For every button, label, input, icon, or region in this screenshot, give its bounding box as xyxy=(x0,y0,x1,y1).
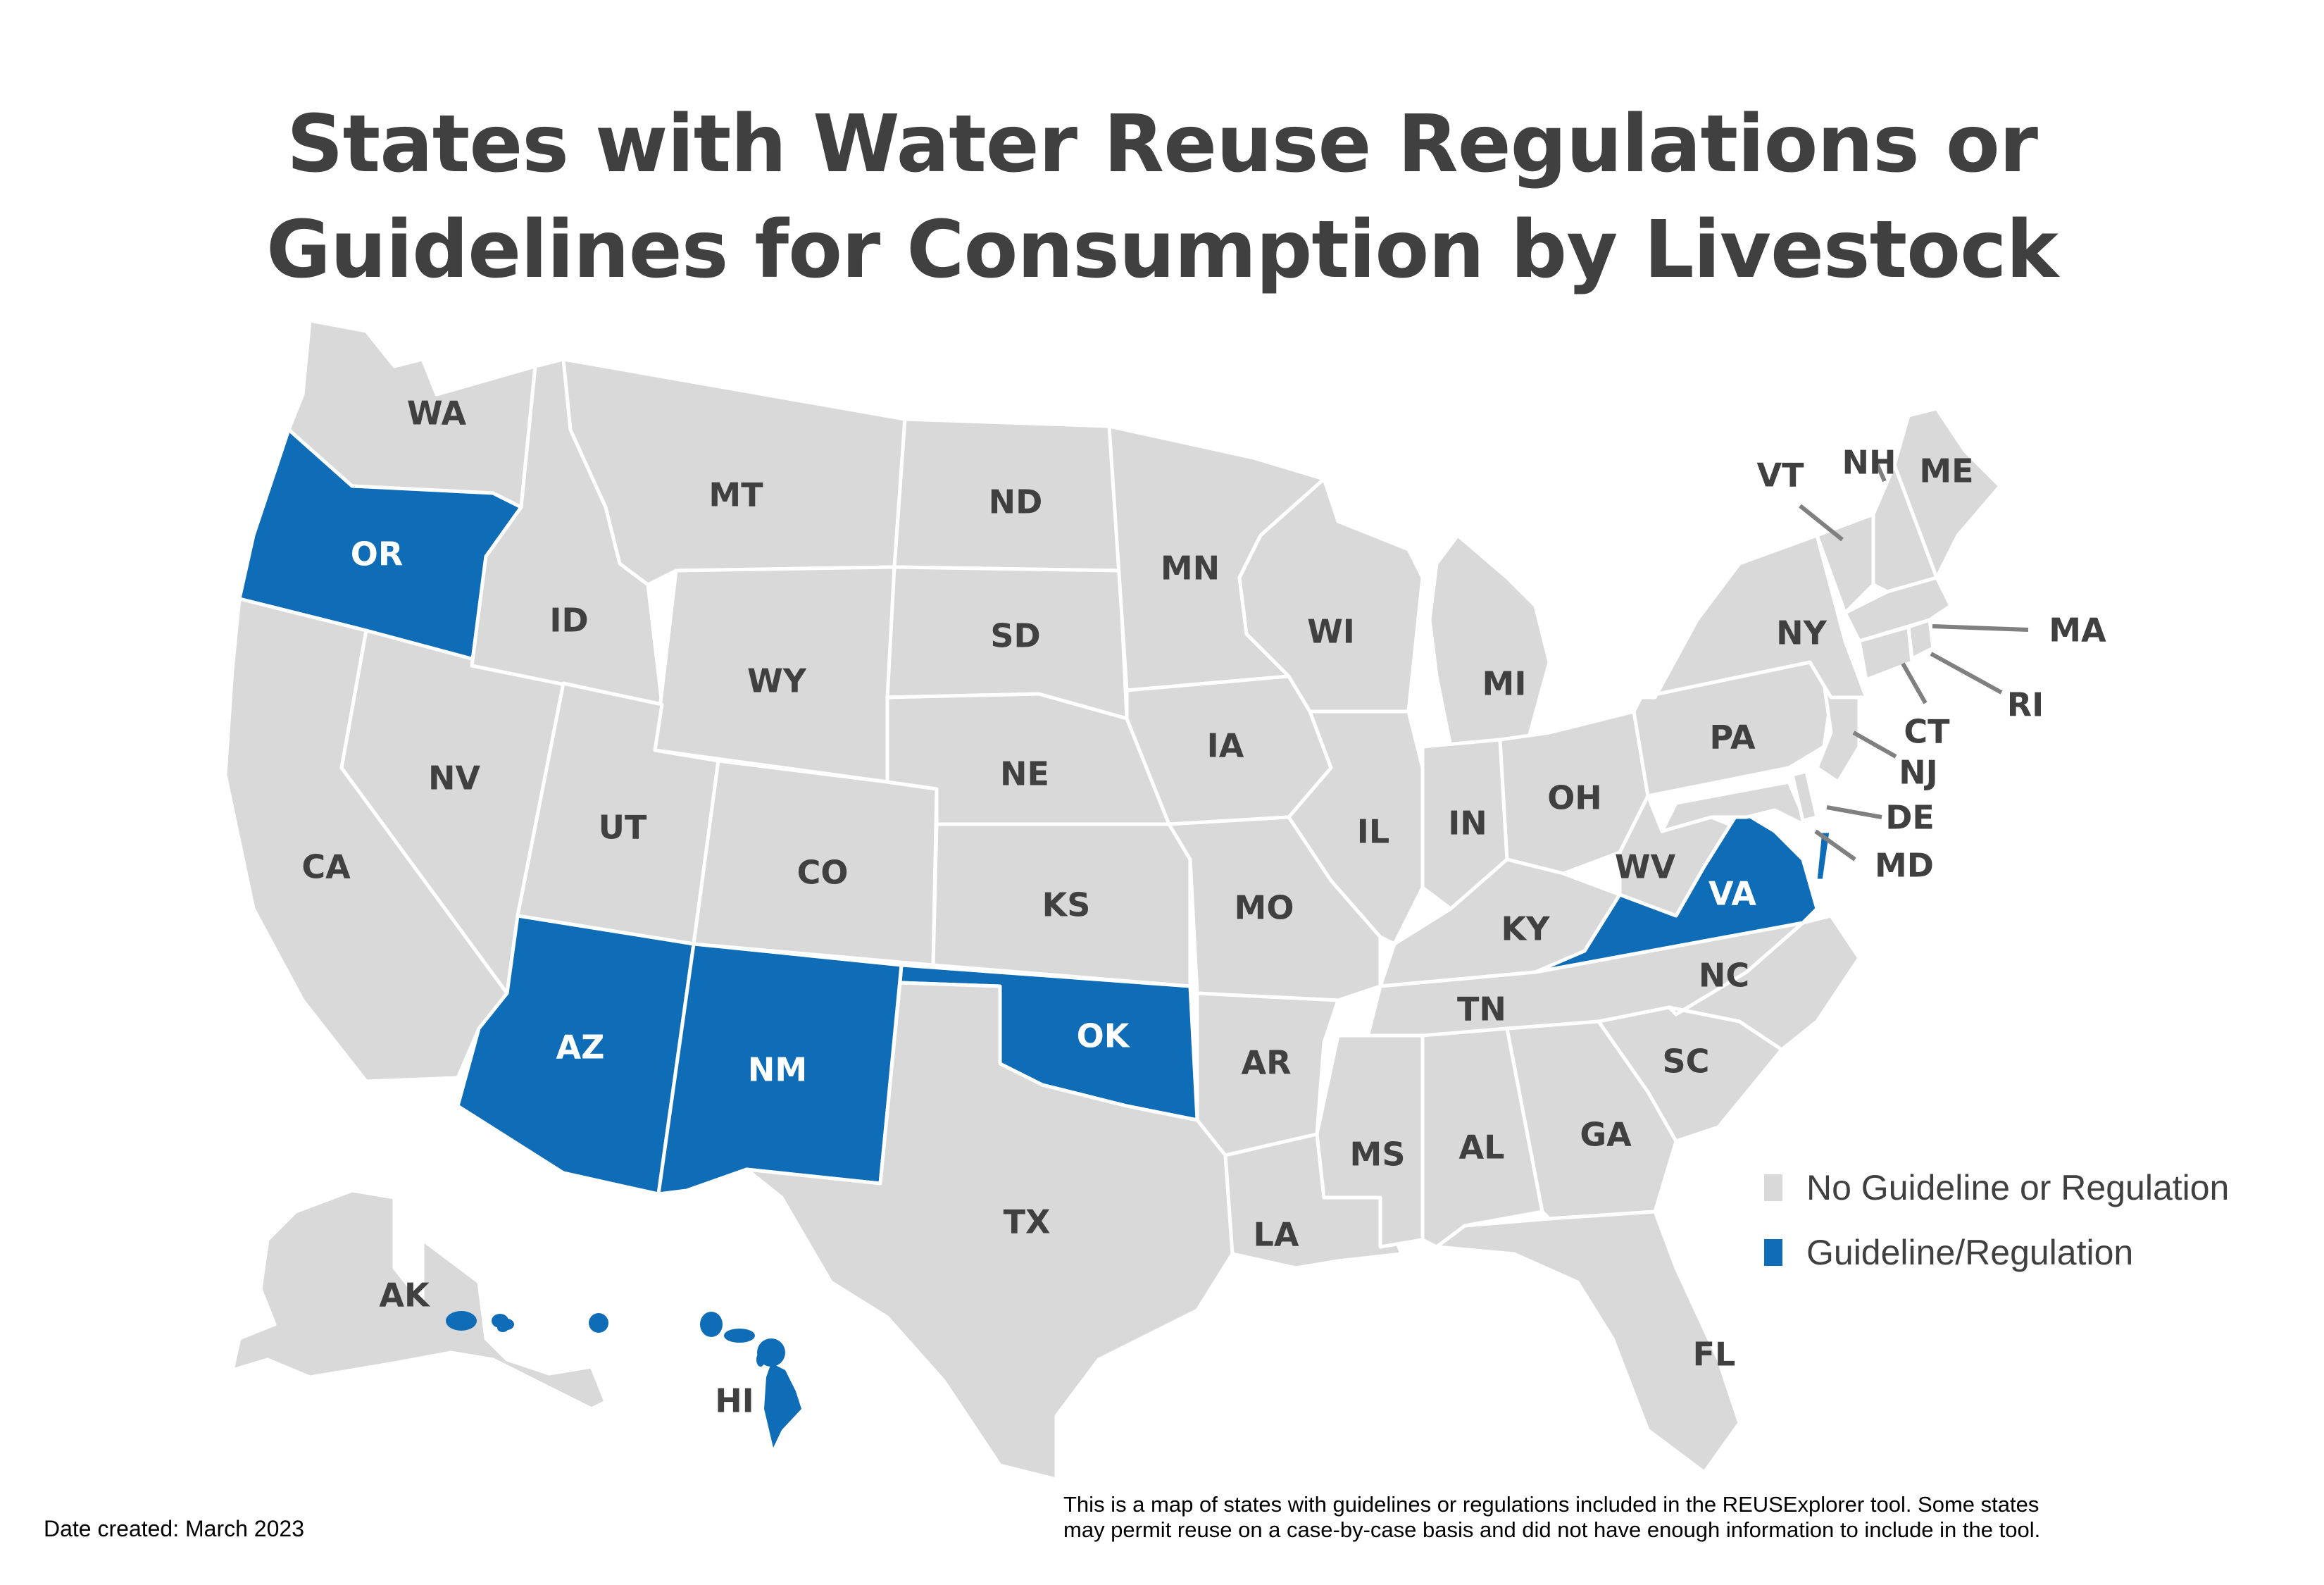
disclaimer: This is a map of states with guidelines … xyxy=(1063,1492,2303,1543)
label-MS: MS xyxy=(1350,1136,1406,1174)
state-HI[interactable] xyxy=(446,1311,801,1448)
label-NH: NH xyxy=(1842,444,1897,482)
leader-MD xyxy=(1814,829,1856,862)
label-AZ: AZ xyxy=(556,1028,605,1067)
label-ME: ME xyxy=(1919,452,1973,490)
leader-RI xyxy=(1930,652,2003,695)
label-AL: AL xyxy=(1459,1129,1505,1167)
state-CT[interactable] xyxy=(1857,625,1914,682)
state-ME[interactable] xyxy=(1892,406,2002,580)
leader-NJ xyxy=(1852,731,1897,759)
leader-VT xyxy=(1799,504,1844,542)
leader-NH xyxy=(1874,461,1887,483)
label-CT: CT xyxy=(1904,713,1950,751)
label-MI: MI xyxy=(1482,665,1527,703)
label-WA: WA xyxy=(407,394,467,433)
label-MT: MT xyxy=(708,476,763,514)
label-OK: OK xyxy=(1077,1017,1131,1055)
label-TX: TX xyxy=(1004,1203,1051,1241)
legend-item-no-guideline: No Guideline or Regulation xyxy=(1764,1155,2229,1220)
label-NM: NM xyxy=(748,1051,807,1089)
label-NV: NV xyxy=(428,759,480,797)
date-created: Date created: March 2023 xyxy=(44,1516,304,1541)
label-UT: UT xyxy=(599,809,647,847)
state-labels: WA OR CA NV ID MT WY UT AZ CO NM ND SD N… xyxy=(301,394,2106,1420)
label-AK: AK xyxy=(379,1276,431,1314)
state-KS[interactable] xyxy=(931,822,1192,988)
label-FL: FL xyxy=(1693,1336,1736,1374)
label-WY: WY xyxy=(747,662,807,700)
state-VA-eastern-shore[interactable] xyxy=(1813,829,1833,883)
label-IN: IN xyxy=(1448,804,1487,843)
title-line-1: States with Water Reuse Regulations or xyxy=(287,99,2038,190)
label-NY: NY xyxy=(1776,614,1827,652)
label-KY: KY xyxy=(1501,910,1551,948)
leader-DE xyxy=(1826,805,1882,819)
label-CA: CA xyxy=(301,848,351,886)
label-RI: RI xyxy=(2007,686,2044,724)
label-NC: NC xyxy=(1699,957,1749,995)
label-LA: LA xyxy=(1254,1216,1299,1254)
label-WV: WV xyxy=(1615,848,1676,886)
label-MA: MA xyxy=(2049,611,2106,649)
state-VA[interactable] xyxy=(1533,808,1819,974)
label-IL: IL xyxy=(1357,813,1389,851)
label-OR: OR xyxy=(351,535,404,573)
state-DE[interactable] xyxy=(1790,769,1819,823)
label-VT: VT xyxy=(1757,456,1805,495)
label-AR: AR xyxy=(1241,1044,1291,1082)
state-NY[interactable] xyxy=(1639,533,1868,700)
label-NE: NE xyxy=(1000,755,1049,793)
label-TN: TN xyxy=(1457,990,1506,1028)
label-OH: OH xyxy=(1547,779,1602,817)
state-AK[interactable] xyxy=(230,1188,608,1411)
disclaimer-line-1: This is a map of states with guidelines … xyxy=(1063,1492,2039,1517)
legend-item-guideline: Guideline/Regulation xyxy=(1764,1220,2229,1285)
label-NJ: NJ xyxy=(1899,754,1938,792)
label-KS: KS xyxy=(1042,886,1091,924)
legend: No Guideline or Regulation Guideline/Reg… xyxy=(1764,1155,2229,1285)
label-VA: VA xyxy=(1708,875,1756,913)
state-MI[interactable] xyxy=(1427,533,1551,749)
legend-swatch-blue xyxy=(1764,1239,1782,1266)
state-TX[interactable] xyxy=(744,981,1235,1481)
legend-label-guideline: Guideline/Regulation xyxy=(1806,1233,2134,1272)
label-SC: SC xyxy=(1663,1043,1710,1081)
label-MN: MN xyxy=(1161,549,1220,588)
state-NC[interactable] xyxy=(1667,914,1861,1052)
leader-MA xyxy=(1932,624,2029,632)
label-ND: ND xyxy=(989,483,1043,521)
label-PA: PA xyxy=(1709,719,1755,757)
label-MD: MD xyxy=(1875,847,1934,885)
state-IL[interactable] xyxy=(1287,709,1425,946)
map-title: States with Water Reuse Regulations or G… xyxy=(0,92,2324,303)
states-layer xyxy=(223,318,2002,1481)
label-WI: WI xyxy=(1307,613,1355,651)
leader-lines xyxy=(1799,461,2029,862)
disclaimer-line-2: may permit reuse on a case-by-case basis… xyxy=(1063,1517,2041,1542)
state-RI[interactable] xyxy=(1906,618,1935,661)
label-GA: GA xyxy=(1580,1116,1632,1154)
label-MO: MO xyxy=(1235,889,1294,927)
label-DE: DE xyxy=(1885,799,1935,837)
label-ID: ID xyxy=(549,602,588,640)
state-FL[interactable] xyxy=(1435,1210,1742,1474)
label-HI: HI xyxy=(715,1382,754,1420)
title-line-2: Guidelines for Consumption by Livestock xyxy=(266,204,2059,296)
legend-swatch-gray xyxy=(1764,1174,1782,1201)
label-SD: SD xyxy=(990,617,1040,655)
leader-CT xyxy=(1901,662,1928,704)
label-CO: CO xyxy=(797,854,849,892)
state-MD[interactable] xyxy=(1660,780,1812,833)
label-IA: IA xyxy=(1207,727,1244,765)
legend-label-no-guideline: No Guideline or Regulation xyxy=(1806,1168,2230,1207)
